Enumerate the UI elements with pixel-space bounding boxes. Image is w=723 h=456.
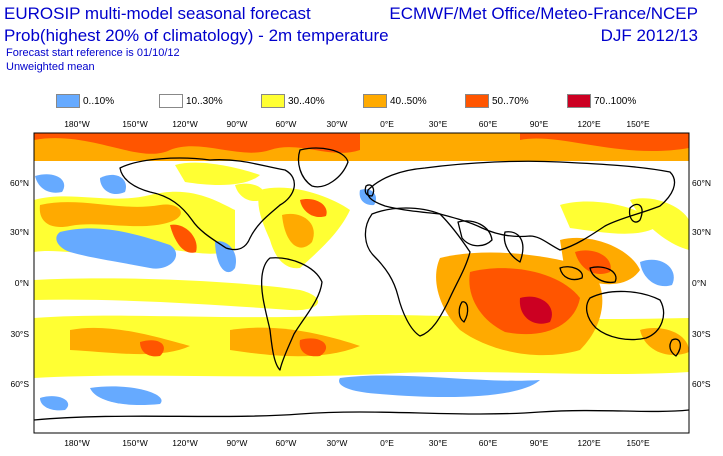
lon-tick-label: 30°W [327, 438, 348, 448]
lon-tick-label: 60°W [276, 119, 297, 129]
map-frame [33, 132, 690, 434]
legend-label: 30..40% [288, 95, 325, 107]
legend-label: 40..50% [390, 95, 427, 107]
map-subtitle: Prob(highest 20% of climatology) - 2m te… [4, 26, 389, 45]
lon-tick-label: 120°W [172, 119, 198, 129]
lat-tick-label: 60°S [10, 379, 29, 389]
lon-labels-bottom: 180°W 150°W 120°W 90°W 60°W 30°W 0°E 30°E 60°E 90… [64, 438, 650, 448]
lon-tick-label: 60°E [479, 438, 498, 448]
lat-tick-label: 30°N [10, 227, 29, 237]
legend-label: 10..30% [186, 95, 223, 107]
lat-tick-label: 30°S [10, 329, 29, 339]
map-title: EUROSIP multi-model seasonal forecast [4, 4, 311, 23]
lat-labels-right: 60°N 30°N 0°N 30°S 60°S [692, 178, 711, 389]
legend-swatch [159, 94, 183, 108]
lon-tick-label: 120°W [172, 438, 198, 448]
lon-tick-label: 90°W [227, 438, 248, 448]
season-text: DJF 2012/13 [600, 26, 698, 45]
legend-swatch [56, 94, 80, 108]
lat-tick-label: 60°N [692, 178, 711, 188]
lat-tick-label: 60°N [10, 178, 29, 188]
lon-tick-label: 150°W [122, 119, 148, 129]
forecast-start-text: Forecast start reference is 01/10/12 [6, 47, 180, 59]
lon-tick-label: 30°W [327, 119, 348, 129]
lon-tick-label: 0°E [380, 438, 394, 448]
legend-item: 40..50% [363, 94, 427, 108]
lon-tick-label: 60°W [276, 438, 297, 448]
centres-text: ECMWF/Met Office/Meteo-France/NCEP [389, 4, 698, 23]
probability-field [34, 133, 689, 433]
lat-tick-label: 30°N [692, 227, 711, 237]
lon-tick-label: 90°W [227, 119, 248, 129]
legend-item: 50..70% [465, 94, 529, 108]
legend-item: 70..100% [567, 94, 636, 108]
legend-swatch [465, 94, 489, 108]
lon-tick-label: 60°E [479, 119, 498, 129]
lon-tick-label: 90°E [530, 438, 549, 448]
lat-tick-label: 60°S [692, 379, 711, 389]
lat-tick-label: 30°S [692, 329, 711, 339]
legend-label: 0..10% [83, 95, 115, 107]
lat-labels-left: 60°N 30°N 0°N 30°S 60°S [10, 178, 29, 389]
lon-tick-label: 180°W [64, 438, 90, 448]
legend-swatch [567, 94, 591, 108]
legend-label: 50..70% [492, 95, 529, 107]
lat-tick-label: 0°N [692, 278, 706, 288]
lon-tick-label: 180°W [64, 119, 90, 129]
legend-swatch [261, 94, 285, 108]
lon-tick-label: 90°E [530, 119, 549, 129]
legend-item: 0..10% [56, 94, 114, 108]
lon-tick-label: 150°E [626, 438, 650, 448]
legend-label: 70..100% [594, 95, 637, 107]
lon-tick-label: 120°E [577, 119, 601, 129]
lon-tick-label: 150°E [626, 119, 650, 129]
lon-labels-top: 180°W 150°W 120°W 90°W 60°W 30°W 0°E 30°E 60°E 90… [64, 119, 650, 129]
lon-tick-label: 30°E [429, 119, 448, 129]
lat-tick-label: 0°N [15, 278, 29, 288]
legend-item: 30..40% [261, 94, 325, 108]
legend-swatch [363, 94, 387, 108]
lon-tick-label: 150°W [122, 438, 148, 448]
legend-item: 10..30% [159, 94, 223, 108]
lon-tick-label: 30°E [429, 438, 448, 448]
weighting-text: Unweighted mean [6, 61, 95, 73]
lon-tick-label: 0°E [380, 119, 394, 129]
lon-tick-label: 120°E [577, 438, 601, 448]
